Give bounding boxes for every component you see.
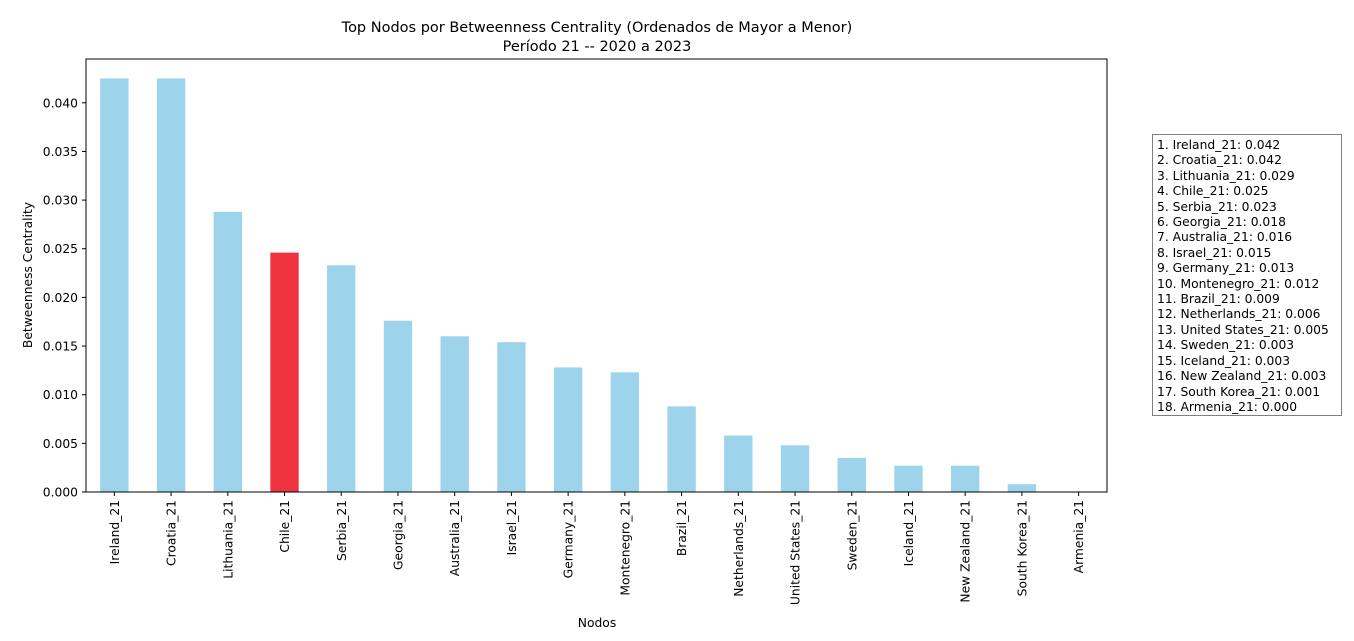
bar-ireland-21 — [100, 78, 128, 492]
y-tick-label: 0.010 — [43, 388, 78, 402]
legend-entry: 13. United States_21: 0.005 — [1157, 323, 1341, 338]
bar-lithuania-21 — [214, 212, 242, 492]
y-tick-label: 0.020 — [43, 291, 78, 305]
x-tick-label: Iceland_21 — [902, 500, 916, 566]
legend-entry: 9. Germany_21: 0.013 — [1157, 261, 1341, 276]
x-tick-label: South Korea_21 — [1015, 500, 1029, 596]
bar-germany-21 — [554, 367, 582, 492]
x-axis-ticks: Ireland_21 Croatia_21 Lithuania_21 Chile_21… — [108, 492, 1086, 605]
legend-entry: 4. Chile_21: 0.025 — [1157, 184, 1341, 199]
bar-georgia-21 — [384, 321, 412, 492]
x-tick-label: United States_21 — [789, 500, 803, 605]
legend-entry: 6. Georgia_21: 0.018 — [1157, 215, 1341, 230]
x-tick-label: Sweden_21 — [845, 500, 859, 570]
legend-entry: 14. Sweden_21: 0.003 — [1157, 338, 1341, 353]
x-tick-label: Germany_21 — [562, 500, 576, 578]
bar-croatia-21 — [157, 78, 185, 492]
bar-netherlands-21 — [724, 436, 752, 492]
bar-sweden-21 — [838, 458, 866, 492]
legend-entry: 3. Lithuania_21: 0.029 — [1157, 169, 1341, 184]
bar-australia-21 — [441, 336, 469, 492]
bar-chile-21 — [270, 253, 298, 492]
legend: 1. Ireland_21: 0.042 2. Croatia_21: 0.042… — [1152, 134, 1342, 416]
legend-entry: 10. Montenegro_21: 0.012 — [1157, 277, 1341, 292]
x-tick-label: Serbia_21 — [335, 500, 349, 561]
legend-entry: 8. Israel_21: 0.015 — [1157, 246, 1341, 261]
bar-montenegro-21 — [611, 372, 639, 492]
y-tick-label: 0.040 — [43, 96, 78, 110]
x-tick-label: Montenegro_21 — [618, 500, 632, 596]
x-tick-label: Israel_21 — [505, 500, 519, 555]
bar-brazil-21 — [667, 406, 695, 492]
y-tick-label: 0.030 — [43, 194, 78, 208]
legend-entry: 5. Serbia_21: 0.023 — [1157, 200, 1341, 215]
legend-entry: 12. Netherlands_21: 0.006 — [1157, 307, 1341, 322]
x-tick-label: Armenia_21 — [1072, 500, 1086, 573]
legend-entry: 17. South Korea_21: 0.001 — [1157, 385, 1341, 400]
x-tick-label: Netherlands_21 — [732, 500, 746, 597]
y-axis-label: Betweenness Centrality — [21, 202, 35, 348]
x-tick-label: Croatia_21 — [165, 500, 179, 566]
legend-entry: 11. Brazil_21: 0.009 — [1157, 292, 1341, 307]
bar-serbia-21 — [327, 265, 355, 492]
bar-south-korea-21 — [1008, 484, 1036, 492]
chart-title: Top Nodos por Betweenness Centrality (Or… — [341, 20, 853, 36]
legend-entry: 16. New Zealand_21: 0.003 — [1157, 369, 1341, 384]
bars — [100, 78, 1036, 492]
chart-subtitle: Período 21 -- 2020 a 2023 — [503, 39, 692, 55]
x-tick-label: Lithuania_21 — [221, 500, 235, 579]
x-tick-label: Georgia_21 — [391, 500, 405, 570]
legend-entry: 1. Ireland_21: 0.042 — [1157, 138, 1341, 153]
bar-united-states-21 — [781, 445, 809, 492]
x-tick-label: Ireland_21 — [108, 500, 122, 564]
y-tick-label: 0.000 — [43, 486, 78, 500]
legend-entry: 18. Armenia_21: 0.000 — [1157, 400, 1341, 415]
legend-entry: 7. Australia_21: 0.016 — [1157, 230, 1341, 245]
legend-entry: 2. Croatia_21: 0.042 — [1157, 153, 1341, 168]
x-tick-label: Brazil_21 — [675, 500, 689, 556]
legend-entry: 15. Iceland_21: 0.003 — [1157, 354, 1341, 369]
y-tick-label: 0.025 — [43, 242, 78, 256]
y-tick-label: 0.035 — [43, 145, 78, 159]
y-axis-ticks: 0.000 0.005 0.010 0.015 0.020 0.025 0.030 0.035… — [43, 96, 86, 499]
x-tick-label: Chile_21 — [278, 500, 292, 553]
bar-new-zealand-21 — [951, 466, 979, 492]
x-axis-label: Nodos — [578, 616, 616, 630]
x-tick-label: New Zealand_21 — [959, 500, 973, 603]
bar-israel-21 — [497, 342, 525, 492]
y-tick-label: 0.005 — [43, 437, 78, 451]
bar-iceland-21 — [894, 466, 922, 492]
y-tick-label: 0.015 — [43, 340, 78, 354]
x-tick-label: Australia_21 — [448, 500, 462, 576]
